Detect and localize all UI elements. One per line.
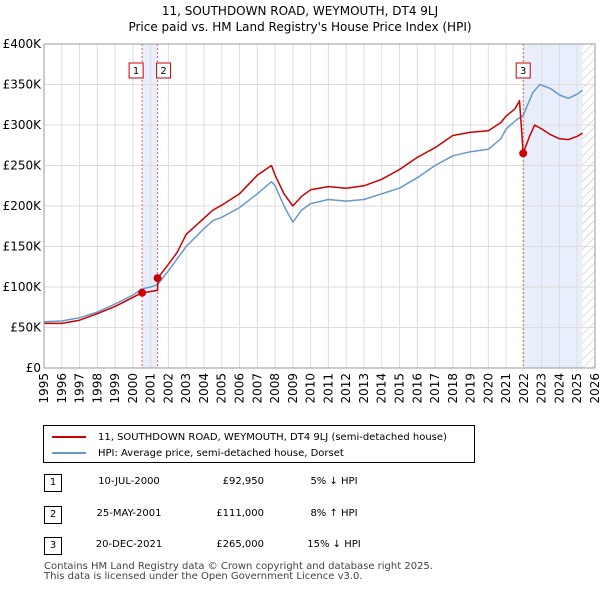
x-tick-label: 2011 <box>321 373 335 404</box>
x-tick-label: 2017 <box>428 373 442 404</box>
x-tick-label: 2012 <box>339 373 353 404</box>
transaction-point-2 <box>153 274 162 283</box>
transaction-date: 20-DEC-2021 <box>95 539 163 550</box>
legend-swatch-property <box>52 436 86 438</box>
y-tick-label: £50K <box>10 321 42 335</box>
x-tick-label: 1995 <box>37 373 51 404</box>
x-tick-label: 2019 <box>464 373 478 404</box>
price-chart: 1 2 3 £0 £50K £100K £150K £200K £250K £300K £350K £… <box>3 37 600 404</box>
x-tick-label: 2018 <box>446 373 460 404</box>
legend: 11, SOUTHDOWN ROAD, WEYMOUTH, DT4 9LJ (s… <box>43 425 475 463</box>
y-tick-label: £150K <box>3 240 43 254</box>
x-tick-label: 2002 <box>161 373 175 404</box>
series-group <box>44 83 584 325</box>
transaction-hpi-diff: 15% ↓ HPI <box>307 539 361 550</box>
x-tick-label: 2015 <box>392 373 406 404</box>
y-tick-label: £0 <box>26 361 41 375</box>
x-tick-label: 2013 <box>357 373 371 404</box>
x-tick-label: 2010 <box>304 373 318 404</box>
x-tick-label: 2006 <box>233 373 247 404</box>
x-tick-label: 2024 <box>552 373 566 404</box>
x-tick-label: 2008 <box>268 373 282 404</box>
x-tick-label: 1999 <box>108 373 122 404</box>
transaction-row: 1 10-JUL-2000 £92,950 5% ↓ HPI <box>44 474 404 492</box>
transaction-hpi-diff: 8% ↑ HPI <box>310 508 358 519</box>
transaction-date: 25-MAY-2001 <box>96 508 162 519</box>
footer-licence: This data is licensed under the Open Gov… <box>44 571 363 582</box>
transaction-number: 1 <box>44 474 62 492</box>
x-tick-label: 2000 <box>126 373 140 404</box>
legend-label-property: 11, SOUTHDOWN ROAD, WEYMOUTH, DT4 9LJ (s… <box>98 431 447 443</box>
transaction-label-box-1 <box>128 62 144 79</box>
x-tick-label: 1996 <box>55 373 69 404</box>
transaction-point-3 <box>519 149 528 158</box>
x-tick-label: 2021 <box>499 373 513 404</box>
transaction-price: £111,000 <box>216 508 264 519</box>
x-tick-label: 2016 <box>410 373 424 404</box>
series-line-hpi <box>44 83 584 323</box>
transaction-number: 2 <box>44 506 62 524</box>
y-tick-label: £250K <box>3 159 43 173</box>
x-tick-label: 2025 <box>570 373 584 404</box>
transaction-label-box-3 <box>515 62 531 79</box>
x-tick-label: 2004 <box>197 373 211 404</box>
transaction-number: 3 <box>44 537 62 555</box>
transaction-label-2: 2 <box>160 66 166 77</box>
x-tick-label: 2003 <box>179 373 193 404</box>
x-tick-label: 2023 <box>535 373 549 404</box>
x-tick-label: 1998 <box>90 373 104 404</box>
x-tick-label: 2026 <box>588 373 600 404</box>
x-tick-label: 2007 <box>250 373 264 404</box>
transaction-label-3: 3 <box>520 66 526 77</box>
transaction-point-1 <box>138 288 147 297</box>
legend-label-hpi: HPI: Average price, semi-detached house,… <box>98 447 344 459</box>
x-tick-label: 1997 <box>73 373 87 404</box>
chart-title: 11, SOUTHDOWN ROAD, WEYMOUTH, DT4 9LJ <box>161 4 439 18</box>
x-tick-label: 2005 <box>215 373 229 404</box>
y-tick-label: £300K <box>3 118 43 132</box>
x-tick-label: 2022 <box>517 373 531 404</box>
transaction-row: 3 20-DEC-2021 £265,000 15% ↓ HPI <box>44 537 404 555</box>
y-tick-label: £100K <box>3 280 43 294</box>
transaction-row: 2 25-MAY-2001 £111,000 8% ↑ HPI <box>44 506 404 524</box>
footer: Contains HM Land Registry data © Crown c… <box>44 562 433 582</box>
chart-subtitle: Price paid vs. HM Land Registry's House … <box>128 20 472 34</box>
x-tick-label: 2001 <box>144 373 158 404</box>
x-tick-label: 2014 <box>375 373 389 404</box>
transaction-label-1: 1 <box>133 66 139 77</box>
legend-item-property: 11, SOUTHDOWN ROAD, WEYMOUTH, DT4 9LJ (s… <box>52 430 447 444</box>
footer-copyright: Contains HM Land Registry data © Crown c… <box>44 561 433 572</box>
x-tick-label: 2009 <box>286 373 300 404</box>
y-tick-label: £400K <box>3 37 43 51</box>
transaction-price: £265,000 <box>216 539 264 550</box>
y-tick-label: £200K <box>3 199 43 213</box>
transaction-price: £92,950 <box>222 476 264 487</box>
transaction-label-box-2 <box>156 62 172 79</box>
transaction-date: 10-JUL-2000 <box>98 476 160 487</box>
legend-swatch-hpi <box>52 452 86 454</box>
transaction-hpi-diff: 5% ↓ HPI <box>310 476 358 487</box>
y-tick-label: £350K <box>3 78 43 92</box>
legend-item-hpi: HPI: Average price, semi-detached house,… <box>52 446 344 460</box>
plot-frame <box>43 43 596 369</box>
x-tick-label: 2020 <box>481 373 495 404</box>
series-line-property <box>44 99 583 325</box>
